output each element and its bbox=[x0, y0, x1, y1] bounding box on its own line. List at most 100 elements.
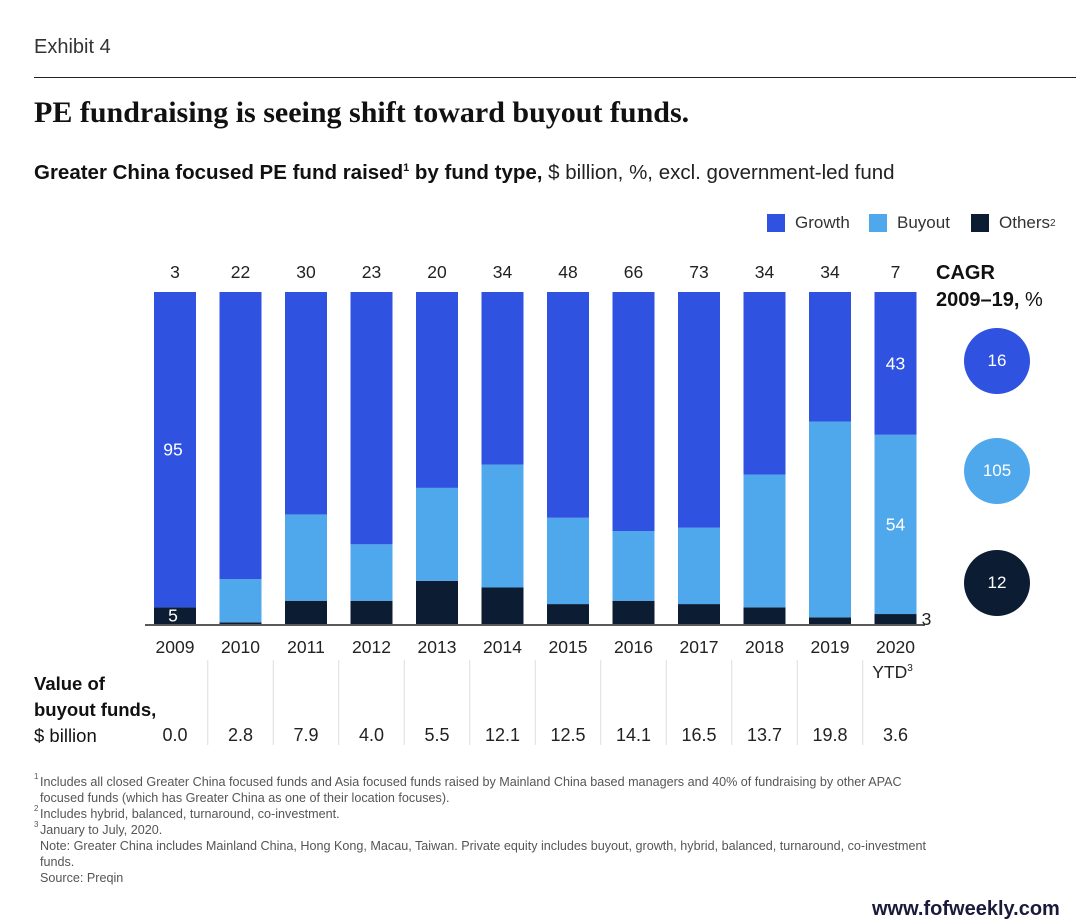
bar-others-2011 bbox=[285, 600, 327, 624]
bar-others-2013 bbox=[416, 580, 458, 624]
x-tick-2018: 2018 bbox=[745, 637, 784, 657]
data-label-2020-growth: 43 bbox=[886, 353, 905, 373]
bar-growth-2013 bbox=[416, 292, 458, 488]
legend-swatch-growth bbox=[767, 214, 785, 232]
buyout-value-2016: 14.1 bbox=[616, 725, 651, 745]
buyout-value-2020: 3.6 bbox=[883, 725, 908, 745]
headline: PE fundraising is seeing shift toward bu… bbox=[34, 96, 690, 129]
bar-others-2010 bbox=[219, 622, 262, 624]
x-tick-2016: 2016 bbox=[614, 637, 653, 657]
bar-others-2019 bbox=[809, 617, 851, 624]
buyout-value-2013: 5.5 bbox=[424, 725, 449, 745]
bar-growth-2014 bbox=[481, 292, 524, 465]
source: Source: Preqin bbox=[40, 871, 124, 885]
legend-others-footnote-ref: 2 bbox=[1050, 217, 1056, 229]
legend-label-buyout: Buyout bbox=[897, 213, 950, 232]
bar-buyout-2018 bbox=[743, 474, 786, 608]
buyout-value-label-line2: buyout funds, bbox=[34, 699, 157, 720]
total-label-2010: 22 bbox=[231, 262, 250, 282]
x-tick-2013: 2013 bbox=[418, 637, 457, 657]
total-label-2009: 3 bbox=[170, 262, 180, 282]
bar-buyout-2017 bbox=[678, 527, 720, 605]
footnote-3-text: January to July, 2020. bbox=[40, 823, 163, 837]
bar-growth-2017 bbox=[678, 292, 720, 528]
data-label-2020-others: 3 bbox=[922, 609, 932, 629]
data-label-2020-buyout: 54 bbox=[886, 514, 906, 534]
total-label-2019: 34 bbox=[820, 262, 840, 282]
bar-buyout-2011 bbox=[285, 514, 327, 601]
footnote-2-text: Includes hybrid, balanced, turnaround, c… bbox=[40, 807, 340, 821]
bar-buyout-2016 bbox=[612, 531, 655, 601]
buyout-value-label-line1: Value of bbox=[34, 673, 105, 694]
bar-growth-2012 bbox=[350, 292, 393, 545]
x-tick-2012: 2012 bbox=[352, 637, 391, 657]
watermark: www.fofweekly.com bbox=[872, 898, 1060, 920]
subtitle-bold-tail: by fund type, bbox=[409, 161, 543, 184]
buyout-value-label: Value of buyout funds, $ billion bbox=[34, 671, 156, 749]
bar-growth-2011 bbox=[285, 292, 327, 515]
bar-buyout-2015 bbox=[547, 517, 589, 605]
data-label-2009-others: 5 bbox=[168, 606, 178, 626]
footnote-1: 1 Includes all closed Greater China focus… bbox=[34, 772, 1059, 790]
cagr-value-growth: 16 bbox=[987, 351, 1007, 370]
bar-buyout-2012 bbox=[350, 544, 393, 601]
x-tick-2015: 2015 bbox=[549, 637, 588, 657]
total-label-2020: 7 bbox=[891, 262, 901, 282]
cagr-period: 2009–19, bbox=[936, 289, 1020, 311]
footnote-3-marker: 3 bbox=[34, 820, 39, 829]
buyout-value-2009: 0.0 bbox=[162, 725, 187, 745]
bar-buyout-2019 bbox=[809, 421, 851, 618]
note: Note: Greater China includes Mainland Ch… bbox=[40, 839, 927, 853]
total-label-2012: 23 bbox=[362, 262, 381, 282]
total-label-2011: 30 bbox=[296, 262, 316, 282]
bar-others-2018 bbox=[743, 607, 786, 624]
total-label-2016: 66 bbox=[624, 262, 643, 282]
bar-growth-2018 bbox=[743, 292, 786, 475]
total-label-2013: 20 bbox=[427, 262, 447, 282]
bar-buyout-2013 bbox=[416, 487, 458, 581]
legend-swatch-others bbox=[971, 214, 989, 232]
legend-item-growth: Growth bbox=[767, 213, 850, 233]
cagr-circle-others: 12 bbox=[964, 550, 1030, 616]
subtitle-footnote-ref: 1 bbox=[403, 162, 410, 175]
chart-subtitle: Greater China focused PE fund raised1 by… bbox=[34, 161, 895, 185]
total-label-2015: 48 bbox=[558, 262, 577, 282]
bar-buyout-2014 bbox=[481, 464, 524, 588]
legend-label-growth: Growth bbox=[795, 213, 850, 232]
bar-growth-2009 bbox=[154, 292, 196, 608]
x-tick-2017: 2017 bbox=[680, 637, 719, 657]
legend-item-buyout: Buyout bbox=[869, 213, 950, 233]
x-tick-2019: 2019 bbox=[811, 637, 850, 657]
cagr-heading: CAGR bbox=[936, 262, 995, 284]
bar-growth-2015 bbox=[547, 292, 589, 518]
legend-label-others: Others bbox=[999, 213, 1051, 232]
buyout-value-2010: 2.8 bbox=[228, 725, 253, 745]
footnote-1-marker: 1 bbox=[34, 772, 39, 781]
footnote-2-marker: 2 bbox=[34, 804, 39, 813]
footnote-2: 2 Includes hybrid, balanced, turnaround, … bbox=[34, 804, 1059, 822]
subtitle-bold: Greater China focused PE fund raised bbox=[34, 161, 404, 184]
x-tick-2014: 2014 bbox=[483, 637, 522, 657]
top-divider bbox=[34, 77, 1076, 78]
note-continued: funds. bbox=[40, 855, 75, 869]
bar-others-2012 bbox=[350, 600, 393, 624]
exhibit-label: Exhibit 4 bbox=[34, 36, 111, 58]
bar-growth-2019 bbox=[809, 292, 851, 422]
footnote-1-continued: focused funds (which has Greater China a… bbox=[40, 791, 450, 805]
footnotes: 1 Includes all closed Greater China focus… bbox=[34, 772, 1059, 886]
buyout-value-2019: 19.8 bbox=[812, 725, 847, 745]
subtitle-rest: $ billion, %, excl. government-led fund bbox=[542, 161, 895, 184]
bar-growth-2010 bbox=[219, 292, 262, 580]
legend-item-others: Others 2 bbox=[971, 213, 1056, 233]
x-tick-2010: 2010 bbox=[221, 637, 260, 657]
bar-others-2020 bbox=[874, 614, 917, 624]
bar-growth-2020 bbox=[874, 292, 917, 435]
bar-others-2009 bbox=[154, 607, 196, 624]
bar-others-2014 bbox=[481, 587, 524, 624]
footnote-3: 3 January to July, 2020. bbox=[34, 820, 1059, 838]
cagr-circle-growth: 16 bbox=[964, 328, 1030, 394]
total-label-2017: 73 bbox=[689, 262, 708, 282]
footnote-1-text: Includes all closed Greater China focuse… bbox=[40, 775, 902, 789]
total-label-2014: 34 bbox=[493, 262, 513, 282]
